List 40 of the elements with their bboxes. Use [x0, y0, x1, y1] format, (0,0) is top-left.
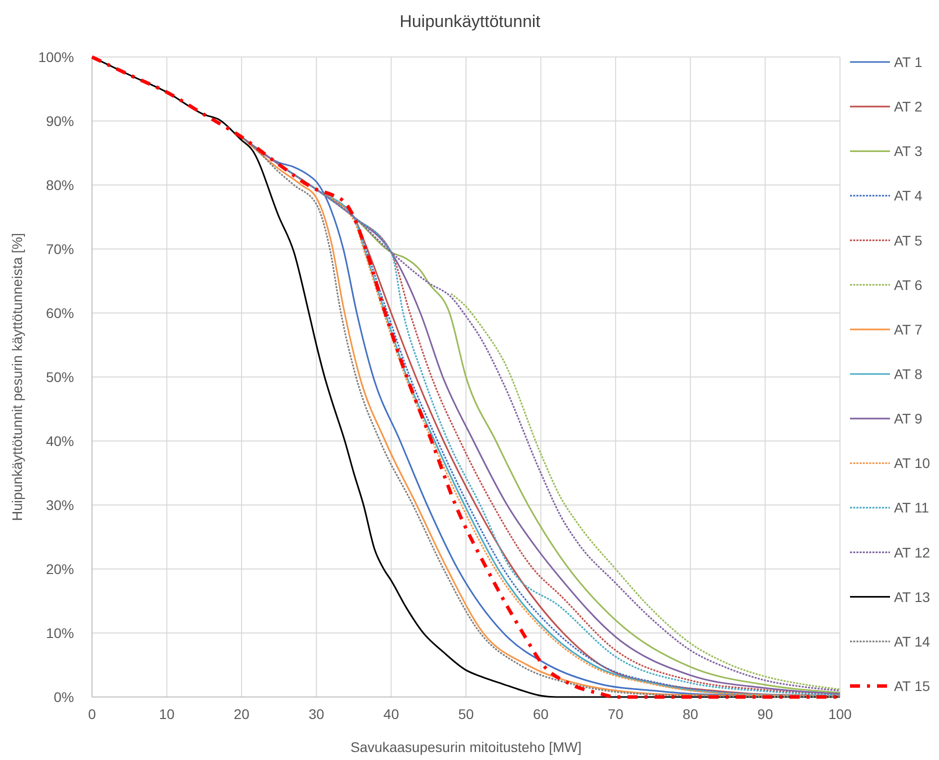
- chart-title: Huipunkäyttötunnit: [400, 12, 541, 31]
- x-tick-label: 90: [757, 706, 774, 722]
- y-tick-label: 10%: [46, 625, 74, 641]
- x-tick-label: 0: [88, 706, 96, 722]
- legend-label: AT 10: [894, 455, 930, 472]
- legend-label: AT 2: [894, 98, 922, 115]
- legend-label: AT 15: [894, 678, 930, 694]
- y-tick-label: 0%: [54, 689, 74, 705]
- legend-label: AT 8: [894, 366, 922, 382]
- x-axis-title: Savukaasupesurin mitoitusteho [MW]: [350, 739, 582, 755]
- x-tick-label: 70: [608, 706, 624, 722]
- y-tick-label: 30%: [46, 497, 74, 513]
- y-tick-label: 70%: [46, 241, 74, 257]
- legend-label: AT 3: [894, 143, 922, 160]
- x-tick-label: 100: [828, 706, 852, 722]
- y-tick-label: 20%: [46, 561, 74, 577]
- legend-label: AT 6: [894, 276, 922, 293]
- legend-label: AT 11: [894, 500, 930, 516]
- legend-label: AT 5: [894, 232, 922, 248]
- y-axis-title: Huipunkäyttötunnit pesurin käyttötunneista [%]: [9, 233, 25, 521]
- legend-label: AT 7: [894, 321, 922, 338]
- x-tick-label: 20: [234, 706, 250, 722]
- legend-label: AT 14: [894, 633, 930, 650]
- y-tick-label: 90%: [46, 113, 74, 129]
- x-tick-label: 40: [383, 706, 400, 722]
- x-tick-label: 60: [533, 706, 549, 722]
- legend-label: AT 13: [894, 588, 930, 605]
- y-tick-label: 40%: [46, 433, 74, 449]
- legend-label: AT 1: [894, 54, 922, 70]
- y-tick-label: 60%: [46, 305, 74, 321]
- y-tick-label: 80%: [46, 177, 74, 193]
- legend-label: AT 12: [894, 544, 930, 560]
- x-tick-label: 80: [682, 706, 698, 722]
- y-tick-label: 50%: [46, 369, 74, 385]
- x-tick-label: 50: [458, 706, 474, 722]
- legend-label: AT 9: [894, 410, 922, 427]
- y-tick-label: 100%: [38, 49, 74, 65]
- x-tick-label: 10: [159, 706, 175, 722]
- legend-label: AT 4: [894, 188, 922, 204]
- x-tick-label: 30: [308, 706, 324, 722]
